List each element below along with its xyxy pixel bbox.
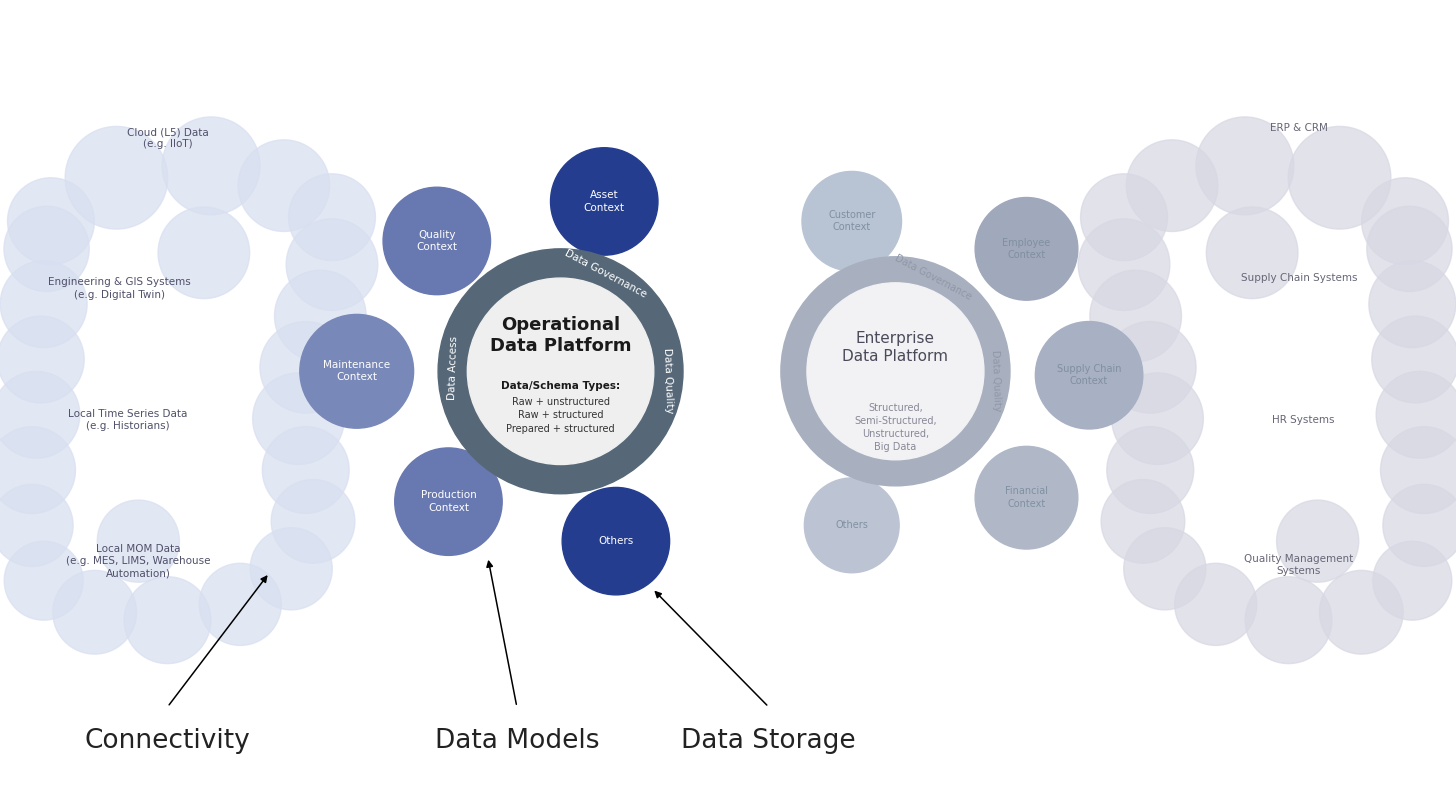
Ellipse shape [804,478,900,573]
Text: Enterprise
Data Platform: Enterprise Data Platform [843,331,948,364]
Ellipse shape [162,117,261,215]
Ellipse shape [1383,484,1456,566]
Text: Maintenance
Context: Maintenance Context [323,360,390,382]
Ellipse shape [66,126,167,229]
Ellipse shape [976,446,1077,549]
Text: Local MOM Data
(e.g. MES, LIMS, Warehouse
Automation): Local MOM Data (e.g. MES, LIMS, Warehous… [66,544,211,578]
Ellipse shape [98,500,179,582]
Ellipse shape [1101,480,1185,563]
Text: Data Models: Data Models [435,728,598,754]
Ellipse shape [1372,316,1456,403]
Ellipse shape [4,206,89,292]
Text: HR Systems: HR Systems [1273,416,1334,425]
Ellipse shape [1107,427,1194,514]
Ellipse shape [288,174,376,261]
Ellipse shape [0,316,84,403]
Ellipse shape [1035,322,1143,429]
Ellipse shape [1367,206,1452,292]
Ellipse shape [275,270,365,362]
Ellipse shape [52,570,137,654]
Text: Data Quality: Data Quality [662,348,674,414]
Ellipse shape [1080,174,1168,261]
Ellipse shape [1112,373,1203,465]
Text: Asset
Context: Asset Context [584,190,625,213]
Text: Data/Schema Types:: Data/Schema Types: [501,381,620,391]
Ellipse shape [395,448,502,555]
Ellipse shape [0,261,87,348]
Ellipse shape [1289,126,1390,229]
Ellipse shape [199,563,281,645]
Text: Production
Context: Production Context [421,491,476,513]
Ellipse shape [124,577,211,664]
Text: Raw + unstructured
Raw + structured
Prepared + structured: Raw + unstructured Raw + structured Prep… [507,397,614,434]
Text: Supply Chain Systems: Supply Chain Systems [1241,273,1357,283]
Ellipse shape [562,487,670,595]
Ellipse shape [1079,219,1169,310]
Ellipse shape [0,371,80,458]
Ellipse shape [1124,528,1206,610]
Ellipse shape [802,171,901,271]
Ellipse shape [287,219,377,310]
Ellipse shape [438,249,683,494]
Ellipse shape [1195,117,1294,215]
Ellipse shape [4,541,83,620]
Ellipse shape [1361,178,1449,265]
Text: Local Time Series Data
(e.g. Historians): Local Time Series Data (e.g. Historians) [68,409,188,431]
Ellipse shape [1380,427,1456,514]
Ellipse shape [467,278,654,465]
Ellipse shape [239,140,329,231]
Ellipse shape [1319,570,1404,654]
Ellipse shape [807,283,984,460]
Ellipse shape [1175,563,1257,645]
Text: Data Governance: Data Governance [563,248,649,299]
Text: Customer
Context: Customer Context [828,210,875,232]
Ellipse shape [1245,577,1332,664]
Text: Operational
Data Platform: Operational Data Platform [489,316,632,356]
Text: Quality Management
Systems: Quality Management Systems [1243,554,1354,576]
Text: ERP & CRM: ERP & CRM [1270,123,1328,133]
Ellipse shape [7,178,95,265]
Text: Employee
Context: Employee Context [1002,238,1051,260]
Text: Engineering & GIS Systems
(e.g. Digital Twin): Engineering & GIS Systems (e.g. Digital … [48,277,191,299]
Text: Data Quality: Data Quality [990,349,1003,411]
Text: Data Governance: Data Governance [894,253,974,302]
Ellipse shape [1207,207,1297,299]
Text: Others: Others [836,521,868,530]
Ellipse shape [383,187,491,295]
Ellipse shape [300,314,414,428]
Text: Others: Others [598,536,633,546]
Ellipse shape [159,207,249,299]
Ellipse shape [1127,140,1217,231]
Text: Data Storage: Data Storage [681,728,856,754]
Text: Structured,
Semi-Structured,
Unstructured,
Big Data: Structured, Semi-Structured, Unstructure… [855,403,936,453]
Text: Data Access: Data Access [447,336,459,400]
Ellipse shape [1105,322,1195,413]
Ellipse shape [0,484,73,566]
Text: Connectivity: Connectivity [84,728,250,754]
Text: Supply Chain
Context: Supply Chain Context [1057,364,1121,386]
Ellipse shape [250,528,332,610]
Ellipse shape [1373,541,1452,620]
Ellipse shape [261,322,351,413]
Ellipse shape [780,257,1010,486]
Text: Quality
Context: Quality Context [416,230,457,252]
Text: Financial
Context: Financial Context [1005,487,1048,509]
Ellipse shape [1369,261,1456,348]
Ellipse shape [1091,270,1181,362]
Ellipse shape [271,480,355,563]
Text: Cloud (L5) Data
(e.g. IIoT): Cloud (L5) Data (e.g. IIoT) [127,127,208,149]
Ellipse shape [1376,371,1456,458]
Ellipse shape [262,427,349,514]
Ellipse shape [0,427,76,514]
Ellipse shape [253,373,344,465]
Ellipse shape [550,148,658,255]
Ellipse shape [976,198,1077,300]
Ellipse shape [1277,500,1358,582]
